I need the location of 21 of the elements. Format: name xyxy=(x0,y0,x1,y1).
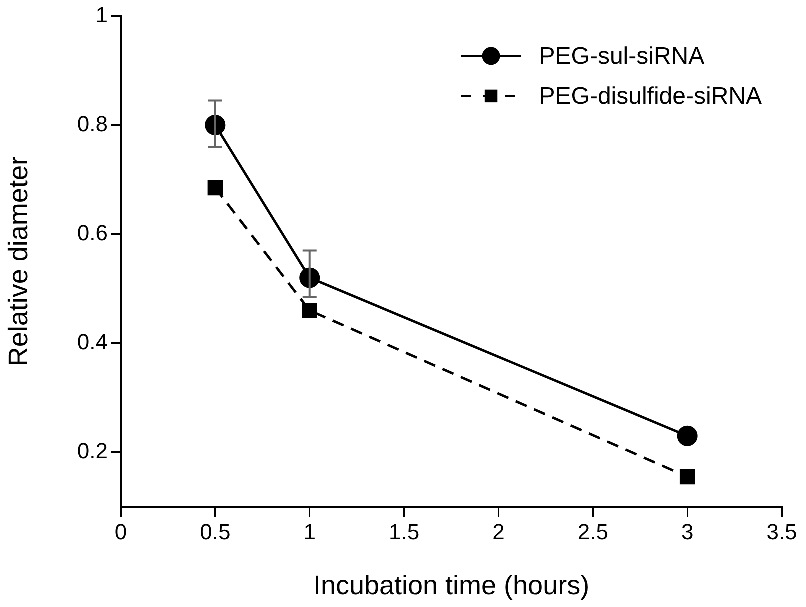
point xyxy=(208,180,224,196)
x-tick-label: 0 xyxy=(114,519,128,544)
x-tick-label: 2.5 xyxy=(578,519,608,544)
y-tick-label: 0.6 xyxy=(77,220,108,246)
x-tick-label: 1 xyxy=(304,519,316,544)
point xyxy=(302,303,318,318)
x-tick-label: 3.5 xyxy=(766,519,798,544)
y-axis-title: Relative diameter xyxy=(4,156,34,367)
x-tick-label: 0.5 xyxy=(200,519,231,544)
y-tick-label: 0.4 xyxy=(77,329,108,354)
x-tick-label: 3 xyxy=(681,519,694,544)
point xyxy=(677,426,698,446)
legend-label: PEG-sul-siRNA xyxy=(539,42,705,70)
y-tick-label: 0.2 xyxy=(77,438,108,464)
y-tick-label: 1 xyxy=(96,2,108,28)
x-tick-label: 2 xyxy=(492,519,505,544)
x-tick-label: 1.5 xyxy=(388,519,420,544)
x-axis-title: Incubation time (hours) xyxy=(313,570,590,600)
legend-label: PEG-disulfide-siRNA xyxy=(539,82,762,110)
point xyxy=(680,469,696,485)
y-tick-label: 0.8 xyxy=(77,111,108,136)
